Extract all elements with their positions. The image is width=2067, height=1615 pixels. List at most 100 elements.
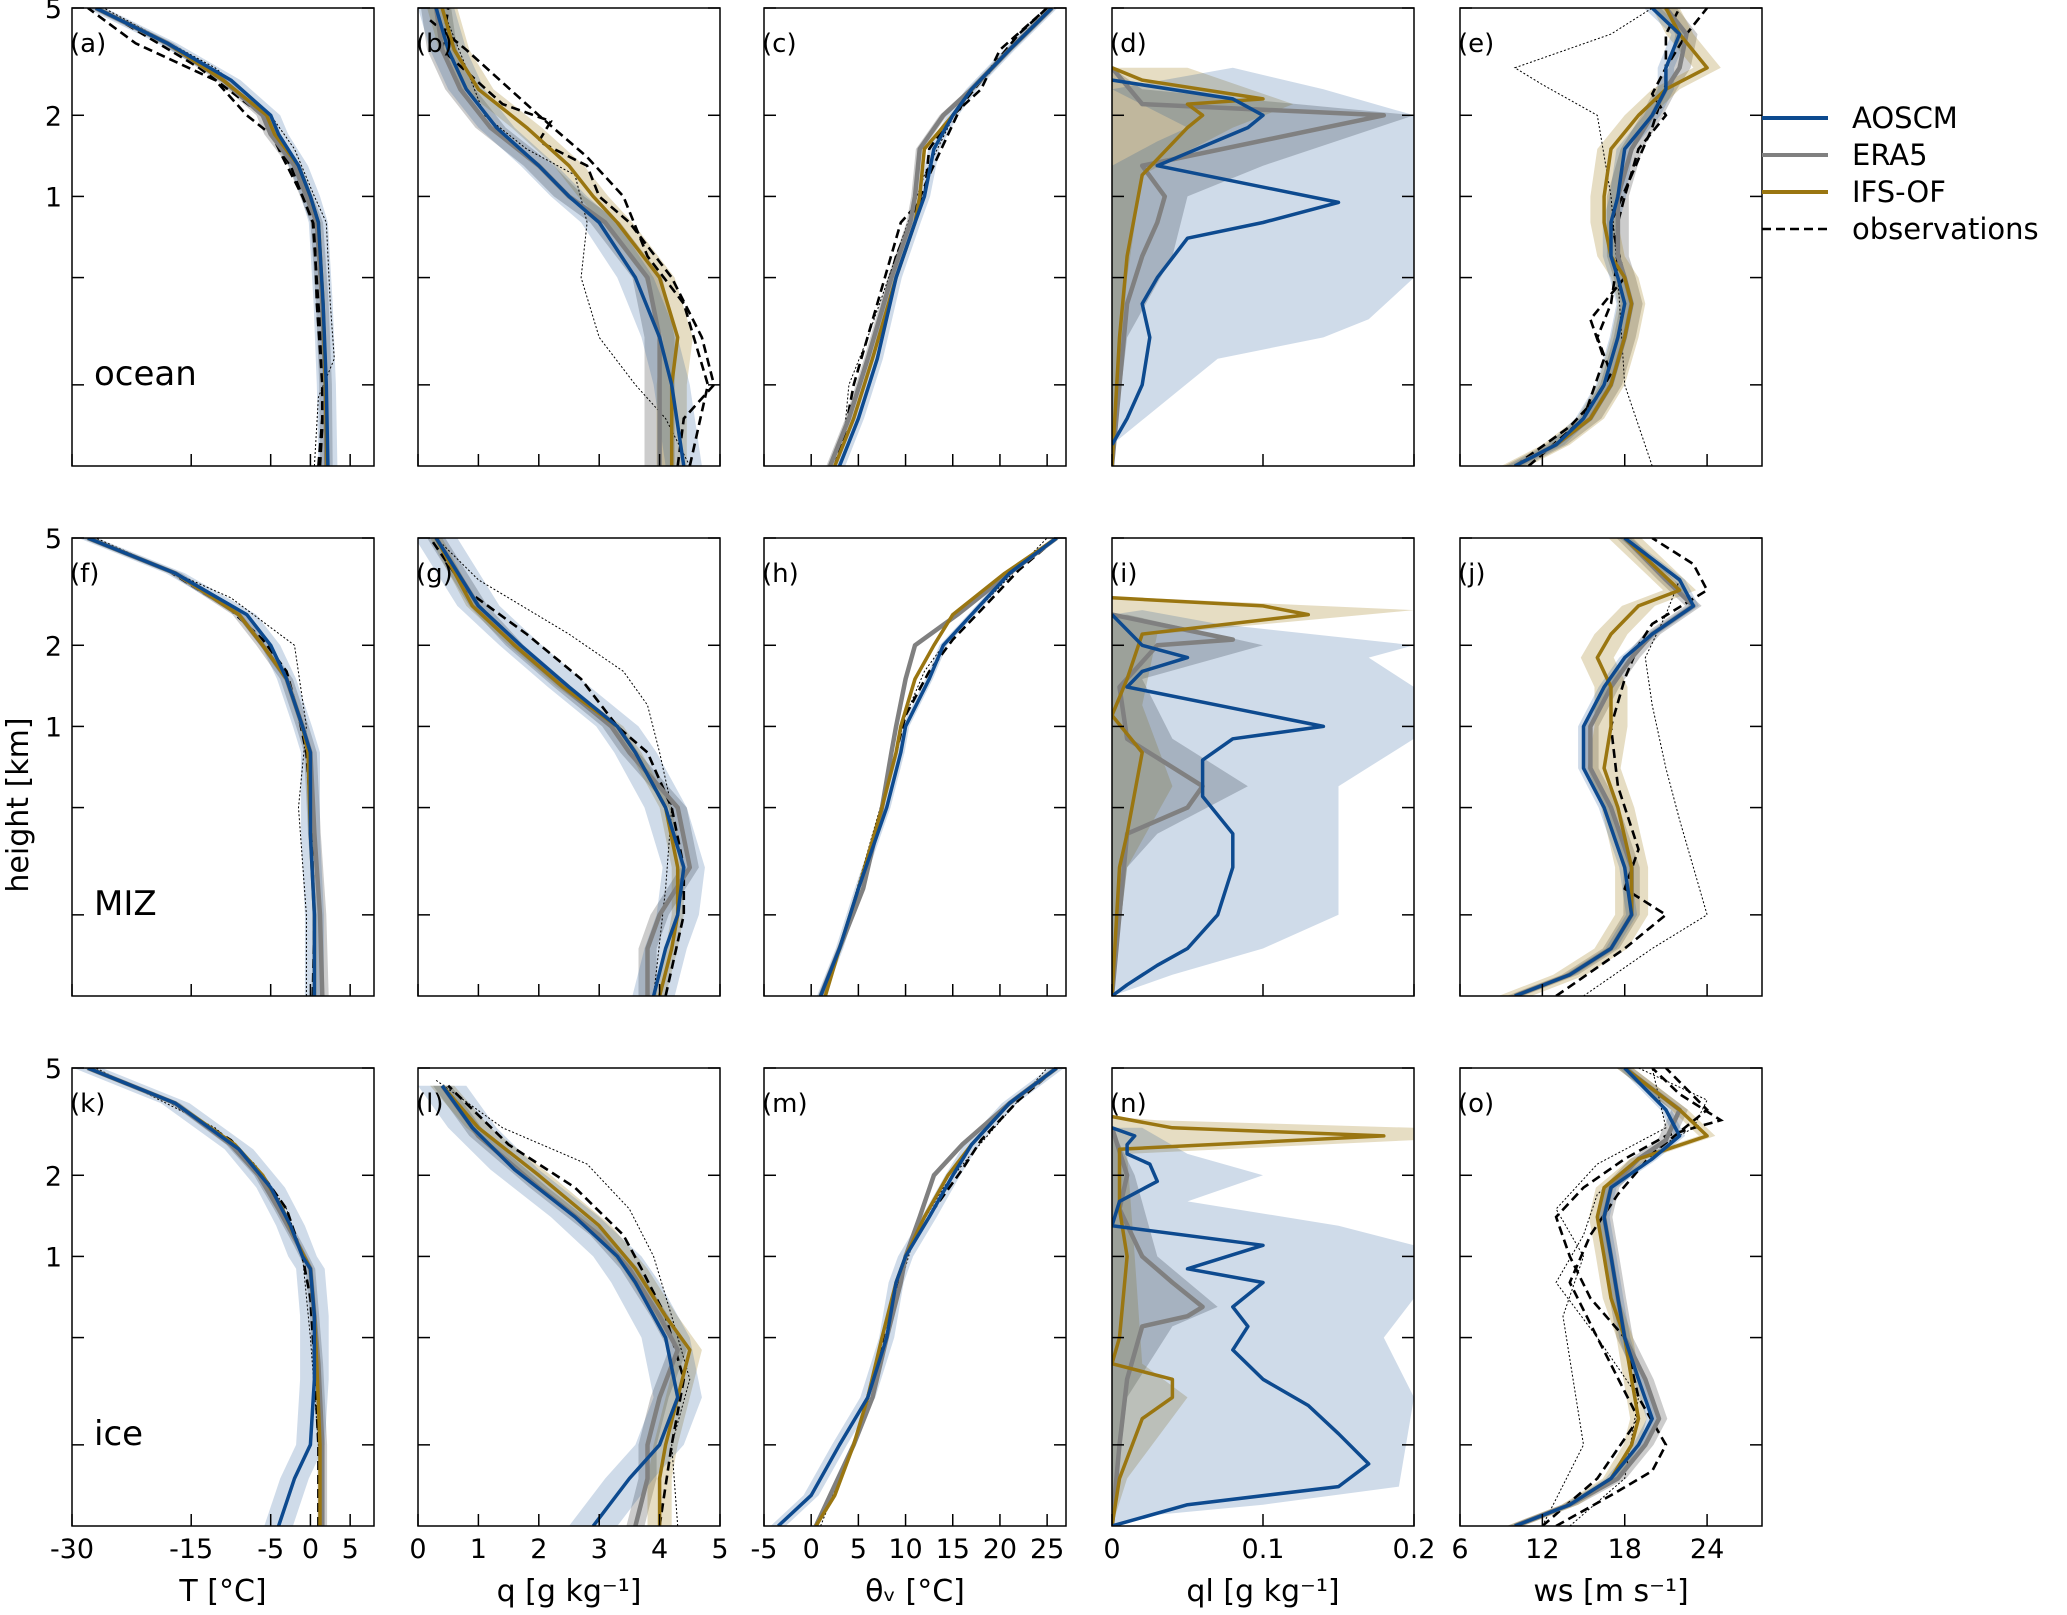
series-era5 xyxy=(87,1068,325,1526)
y-tick-label: 5 xyxy=(45,0,62,25)
panel-ice-q: 0 1 2 3 4 5 (l) q [g kg⁻¹] xyxy=(409,1067,729,1609)
y-tick-label: 2 xyxy=(45,631,62,662)
series-ifs-of xyxy=(87,1068,322,1526)
series-era5 xyxy=(1514,1068,1682,1526)
y-tick-label: 1 xyxy=(45,1242,62,1273)
series-aoscm xyxy=(1112,78,1341,446)
plot-area xyxy=(1112,1114,1414,1526)
obs-line xyxy=(429,538,686,996)
series-aoscm xyxy=(818,538,1058,996)
panel-frame xyxy=(417,1067,721,1527)
obs-thin-line xyxy=(95,538,307,996)
plot-area xyxy=(1501,8,1721,466)
legend-label: AOSCM xyxy=(1852,101,1958,135)
panel-frame xyxy=(71,1067,375,1527)
panel-frame xyxy=(71,7,375,467)
x-tick-label: 0 xyxy=(1103,1534,1120,1565)
band-ifs-of xyxy=(86,1068,322,1526)
panel-ice-theta_v: -5 0 5 10 15 20 25 (m) θᵥ [°C] xyxy=(751,1067,1067,1609)
series-era5 xyxy=(1112,612,1236,996)
plot-area xyxy=(418,538,705,996)
obs-thin-line xyxy=(1541,1068,1667,1526)
legend-label: observations xyxy=(1852,212,2039,246)
panel-letter: (e) xyxy=(1458,29,1494,59)
x-tick-label: 0 xyxy=(803,1534,820,1565)
plot-area xyxy=(1112,66,1414,466)
legend-label: IFS-OF xyxy=(1852,175,1946,209)
band-aoscm xyxy=(1509,1068,1686,1526)
x-tick-label: -5 xyxy=(751,1534,778,1565)
x-tick-label: -30 xyxy=(50,1534,94,1565)
panel-frame xyxy=(763,1067,1067,1527)
series-aoscm xyxy=(95,8,330,466)
x-axis-label: ws [m s⁻¹] xyxy=(1533,1574,1688,1609)
panel-ocean-q: (b) xyxy=(416,7,721,467)
band-era5 xyxy=(1112,67,1414,466)
plot-area xyxy=(770,1068,1065,1526)
series-aoscm xyxy=(1514,8,1682,466)
band-ifs-of xyxy=(1498,538,1697,996)
obs-line xyxy=(814,1068,1058,1526)
band-aoscm xyxy=(1112,1127,1414,1526)
panel-letter: (j) xyxy=(1458,559,1486,589)
legend-item-ifs-of: IFS-OF xyxy=(1762,175,1946,209)
x-axis-label: ql [g kg⁻¹] xyxy=(1186,1574,1339,1609)
plot-area xyxy=(78,538,329,996)
panel-ocean-T: 5 2 1 (a) ocean xyxy=(45,0,375,467)
x-tick-label: 20 xyxy=(983,1534,1017,1565)
panel-MIZ-ql: (i) xyxy=(1110,537,1415,997)
panel-letter: (k) xyxy=(70,1089,105,1119)
x-tick-label: 10 xyxy=(888,1534,922,1565)
panel-letter: (m) xyxy=(762,1089,808,1119)
y-tick-label: 1 xyxy=(45,712,62,743)
band-era5 xyxy=(81,538,329,996)
series-ifs-of xyxy=(1514,1068,1709,1526)
band-aoscm xyxy=(1112,67,1414,445)
band-ifs-of xyxy=(1112,67,1294,466)
plot-area xyxy=(1506,1068,1724,1526)
series-aoscm xyxy=(1112,1126,1371,1526)
series-era5 xyxy=(818,538,1058,996)
obs-line xyxy=(119,19,327,466)
plot-area xyxy=(86,8,338,466)
obs-line xyxy=(447,1084,686,1526)
series-aoscm xyxy=(434,8,686,466)
x-axis-label: T [°C] xyxy=(178,1574,266,1609)
series-ifs-of xyxy=(440,8,680,466)
x-tick-label: 12 xyxy=(1525,1534,1559,1565)
band-era5 xyxy=(1112,1127,1218,1526)
panel-frame xyxy=(71,537,375,997)
plot-area xyxy=(1498,538,1709,996)
band-ifs-of xyxy=(430,538,684,996)
series-ifs-of xyxy=(440,1084,692,1526)
series-ifs-of xyxy=(814,1068,1058,1526)
region-label: ice xyxy=(94,1414,143,1454)
series-era5 xyxy=(813,1068,1058,1526)
band-aoscm xyxy=(78,538,324,996)
obs-thin-line xyxy=(820,538,1048,996)
x-tick-label: 1 xyxy=(470,1534,487,1565)
panel-letter: (o) xyxy=(1458,1089,1494,1119)
x-tick-label: 2 xyxy=(530,1534,547,1565)
obs-line xyxy=(819,538,1058,996)
region-label: MIZ xyxy=(94,884,157,924)
x-axis-label: q [g kg⁻¹] xyxy=(497,1574,642,1609)
panel-frame xyxy=(1459,1067,1763,1527)
y-axis-label: height [km] xyxy=(1,717,36,892)
band-aoscm xyxy=(816,538,1061,996)
y-tick-label: 2 xyxy=(45,101,62,132)
panel-ocean-ws: (e) xyxy=(1458,7,1763,467)
y-tick-label: 1 xyxy=(45,182,62,213)
band-aoscm xyxy=(1112,610,1414,996)
band-aoscm xyxy=(418,1085,702,1526)
x-tick-label: 15 xyxy=(936,1534,970,1565)
x-tick-label: 18 xyxy=(1608,1534,1642,1565)
panel-frame xyxy=(417,537,721,997)
obs-thin-line xyxy=(1513,8,1653,466)
obs-thin-line xyxy=(1583,538,1708,996)
panel-frame xyxy=(1459,537,1763,997)
obs-line xyxy=(1541,1068,1710,1526)
panel-letter: (l) xyxy=(416,1089,444,1119)
